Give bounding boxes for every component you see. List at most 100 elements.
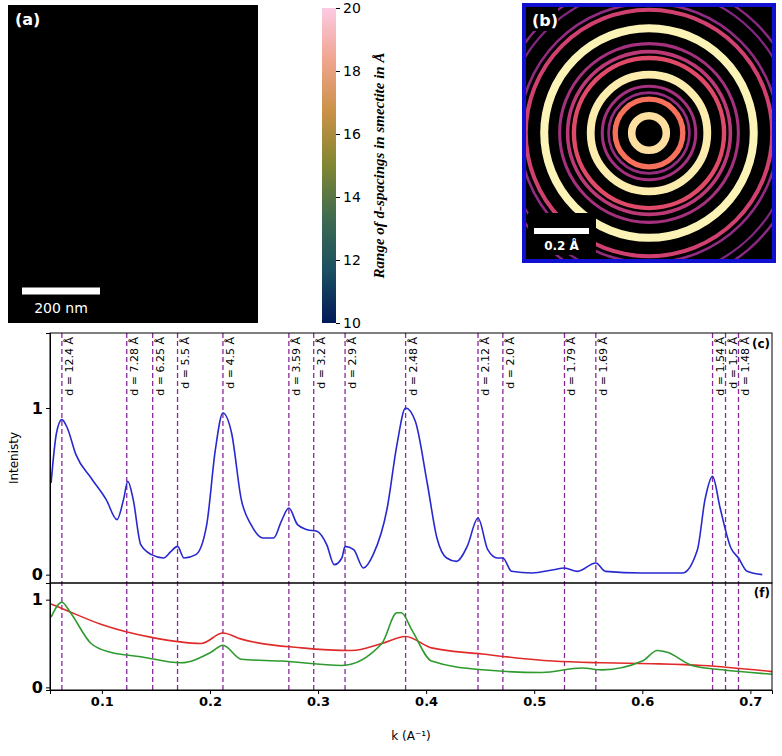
diffraction-ring [524, 5, 774, 261]
label-ground [528, 213, 596, 255]
tick-label: 0 [32, 678, 43, 697]
image-border [524, 5, 774, 261]
tick-label: 0 [32, 565, 43, 584]
tick: 12 [336, 252, 361, 268]
diffraction-ring [524, 5, 774, 261]
tick: 16 [336, 126, 361, 142]
annotation-label: d = 3.59 Å [290, 337, 303, 396]
panel-label: (b) [532, 11, 558, 30]
annotation-labels: d = 12.4 Å d = 7.28 Å d = 6.25 Å d = 5.5 Å d… [63, 337, 753, 396]
scale-bar-label: 0.2 Å [544, 238, 579, 253]
diffraction-ring [524, 5, 774, 261]
tick-mark [336, 71, 340, 72]
annotation-label: d = 6.25 Å [154, 337, 167, 396]
annotation-label: d = 1.79 Å [565, 337, 578, 396]
tick-label: 0.5 [523, 694, 546, 709]
tick-mark [46, 408, 50, 409]
diffraction-ring [609, 93, 690, 174]
tick: 0.1 [91, 690, 114, 709]
tick-mark [336, 323, 340, 324]
tick-label: 1 [32, 399, 43, 418]
axis-line [46, 334, 51, 584]
axis: 10 12 14 16 18 20 [336, 0, 361, 331]
panel-label: (f) [754, 586, 770, 600]
tick-mark [46, 687, 50, 688]
axis-line [46, 584, 51, 691]
tick: 10 [336, 315, 361, 331]
tick-label: 1 [32, 590, 43, 609]
axis-title: k (A⁻¹) [391, 729, 430, 743]
tick-label: 14 [343, 189, 361, 205]
tick-label: 0.1 [91, 694, 114, 709]
diffraction-ring [591, 75, 708, 192]
tick: 18 [336, 63, 361, 79]
tick: 20 [336, 0, 361, 16]
tick: 0 [32, 678, 50, 697]
tick-mark [336, 260, 340, 261]
annotation-label: d = 2.0 Å [504, 337, 517, 389]
diffraction-ring [560, 44, 739, 223]
plot-frame [50, 333, 772, 583]
diffraction-ring [524, 5, 774, 261]
colorbar-title: Range of d-spacings in smectite in Å [371, 53, 387, 280]
tick-mark [46, 575, 50, 576]
plot-area [51, 602, 772, 674]
scale-bar [22, 288, 100, 295]
annotation-label: d = 1.69 Å [597, 337, 610, 396]
annotation-label: d = 7.28 Å [128, 337, 141, 396]
diffraction-ring [602, 86, 696, 180]
tick-label: 0.3 [307, 694, 330, 709]
tick-label: 0.7 [739, 694, 762, 709]
tick: 1 [32, 399, 50, 418]
tick: 0.2 [199, 690, 222, 709]
label-ground [528, 9, 558, 31]
tick-label: 12 [343, 252, 361, 268]
diffraction-ring [544, 28, 754, 238]
tick-label: 0.2 [199, 694, 222, 709]
series-line [51, 408, 762, 575]
diffraction-ring [524, 5, 774, 261]
tick-label: 0.6 [631, 694, 654, 709]
scale-bar-label: 200 nm [34, 300, 88, 316]
tick-mark [336, 8, 340, 9]
axis-line [337, 9, 341, 324]
tick: 0 [32, 565, 50, 584]
tick: 0.7 [739, 690, 762, 709]
tick-label: 0.4 [415, 694, 438, 709]
scale-bar [534, 228, 589, 234]
plot-area [51, 408, 762, 575]
axis-title: Intenisty [7, 432, 21, 484]
series-line [51, 604, 772, 672]
tick-label: 10 [343, 315, 361, 331]
image-panel [524, 5, 774, 261]
axis-line [51, 691, 773, 695]
diffraction-ring [568, 52, 731, 215]
panel-label: (c) [752, 337, 770, 351]
tick: 0.3 [307, 690, 330, 709]
annotation-label: d = 2.9 Å [346, 337, 359, 389]
diffraction-ring [524, 5, 774, 261]
figure: 200 nm(a)101214161820Range of d-spacings… [0, 0, 782, 756]
tick: 0.4 [415, 690, 438, 709]
panel-label: (a) [15, 10, 40, 29]
tick-label: 18 [343, 63, 361, 79]
annotation-label: d = 5.5 Å [179, 337, 192, 389]
diffraction-ring [632, 116, 667, 151]
series-line [51, 602, 772, 674]
image-panel [8, 5, 258, 323]
diffraction-ring [615, 99, 683, 167]
tick-mark [46, 600, 50, 601]
tick-mark [336, 134, 340, 135]
tick: 14 [336, 189, 361, 205]
tick-label: 20 [343, 0, 361, 16]
diffraction-ring [574, 58, 724, 208]
annotation-label: d = 4.5 Å [224, 337, 237, 389]
axis: 01 [32, 584, 51, 697]
tick: 0.6 [631, 690, 654, 709]
annotation-label: d = 12.4 Å [63, 337, 76, 396]
annotation-label: d = 2.12 Å [479, 337, 492, 396]
diffraction-ring [526, 10, 772, 256]
axis: 0.1 0.2 0.3 0.4 0.5 0.6 0.7 [51, 690, 773, 709]
tick-mark [336, 197, 340, 198]
rings [524, 5, 774, 261]
